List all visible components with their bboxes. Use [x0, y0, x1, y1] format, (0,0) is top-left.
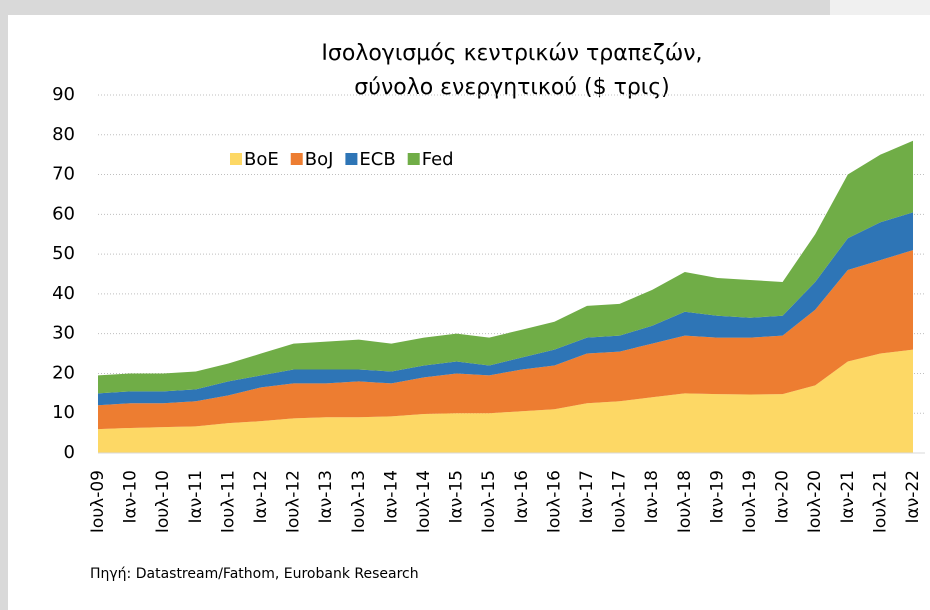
legend-swatch	[407, 153, 420, 165]
area	[98, 250, 913, 430]
legend-label: ECB	[359, 149, 395, 170]
x-tick-label: Ιουλ-13	[349, 470, 369, 533]
x-tick-label: Ιαν-12	[251, 470, 271, 523]
source-note: Πηγή: Datastream/Fathom, Eurobank Resear…	[90, 566, 419, 582]
legend-label: BoJ	[305, 149, 334, 170]
x-tick-label: Ιουλ-10	[153, 470, 173, 533]
y-tick-label: 40	[52, 283, 75, 304]
x-tick-label: Ιαν-19	[707, 470, 727, 523]
x-tick-label: Ιαν-11	[186, 470, 206, 523]
x-tick-label: Ιαν-15	[447, 470, 467, 523]
legend-swatch	[230, 153, 242, 165]
y-tick-label: 70	[52, 164, 75, 185]
y-tick-label: 50	[52, 243, 75, 264]
x-tick-label: Ιαν-14	[381, 470, 401, 523]
x-tick-label: Ιαν-13	[316, 470, 336, 523]
y-tick-label: 60	[52, 203, 75, 224]
legend-swatch	[345, 153, 358, 165]
y-tick-label: 30	[52, 323, 75, 344]
y-tick-label: 20	[52, 362, 75, 383]
area	[98, 212, 913, 406]
area	[98, 349, 913, 453]
x-tick-label: Ιουλ-09	[88, 470, 108, 533]
x-tick-label: Ιαν-21	[838, 470, 858, 523]
legend-swatch	[290, 153, 303, 165]
x-tick-label: Ιουλ-17	[610, 470, 630, 533]
x-tick-label: Ιουλ-18	[675, 470, 695, 533]
x-tick-label: Ιαν-18	[642, 470, 662, 523]
chart-title: Ισολογισμός κεντρικών τραπεζών,	[321, 41, 702, 66]
x-tick-label: Ιουλ-21	[870, 470, 890, 533]
x-tick-label: Ιουλ-11	[218, 470, 238, 533]
legend-label: BoE	[244, 149, 279, 170]
x-tick-label: Ιαν-16	[512, 470, 532, 523]
chart-title: σύνολο ενεργητικού ($ τρις)	[354, 75, 669, 100]
y-tick-label: 0	[64, 442, 75, 463]
x-tick-label: Ιουλ-20	[805, 470, 825, 533]
x-tick-label: Ιαν-20	[773, 470, 793, 523]
x-tick-label: Ιουλ-16	[544, 470, 564, 533]
legend-label: Fed	[422, 149, 454, 170]
x-tick-label: Ιουλ-14	[414, 470, 434, 533]
y-tick-label: 90	[52, 84, 75, 105]
y-tick-label: 80	[52, 124, 75, 145]
x-tick-label: Ιαν-22	[903, 470, 923, 523]
area	[98, 140, 913, 394]
x-tick-label: Ιουλ-19	[740, 470, 760, 533]
y-tick-label: 10	[52, 402, 75, 423]
x-tick-label: Ιουλ-15	[479, 470, 499, 533]
x-tick-label: Ιαν-17	[577, 470, 597, 523]
x-tick-label: Ιουλ-12	[284, 470, 304, 533]
side-strip	[830, 0, 930, 15]
x-tick-label: Ιαν-10	[121, 470, 141, 523]
